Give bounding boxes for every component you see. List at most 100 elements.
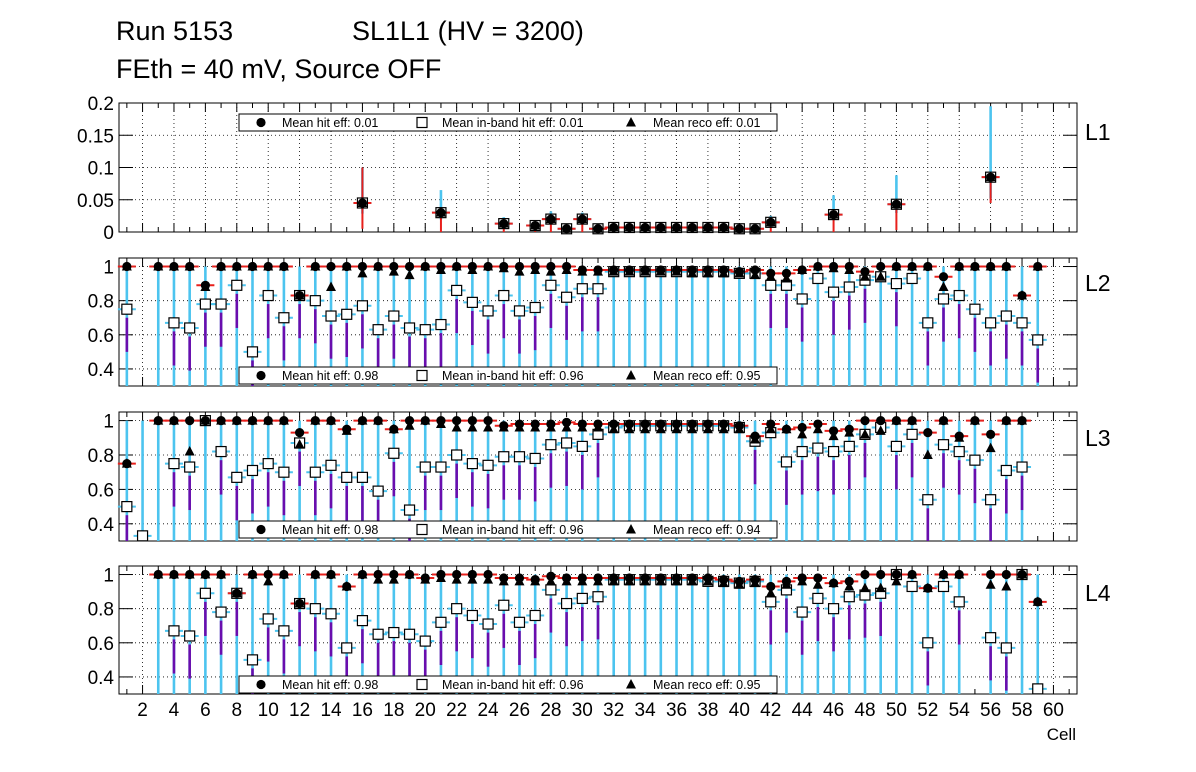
x-tick-label: 26 xyxy=(509,700,530,721)
reco-marker xyxy=(938,281,949,292)
x-tick-label: 50 xyxy=(886,700,907,721)
data-point xyxy=(573,573,592,694)
legend-hit-text: Mean hit eff: 0.98 xyxy=(282,678,378,692)
hit-marker xyxy=(703,573,713,583)
hit-marker xyxy=(593,224,603,234)
inband-marker xyxy=(576,440,588,452)
hit-marker xyxy=(844,261,854,272)
x-tick-label: 32 xyxy=(603,700,624,721)
hit-marker xyxy=(561,417,572,427)
hit-marker xyxy=(247,569,258,580)
x-tick-label: 38 xyxy=(697,700,718,721)
inband-marker xyxy=(796,293,808,305)
hit-marker xyxy=(153,569,163,580)
data-point xyxy=(683,419,702,541)
data-point xyxy=(981,106,1000,203)
inband-marker xyxy=(937,439,950,451)
data-point xyxy=(981,420,1000,541)
data-point xyxy=(840,574,859,694)
inband-marker xyxy=(231,279,243,291)
legend-reco-marker xyxy=(626,117,636,127)
inband-marker xyxy=(215,445,227,458)
hit-marker xyxy=(467,569,477,580)
hit-marker xyxy=(781,268,792,278)
inband-marker xyxy=(451,449,463,461)
hit-marker xyxy=(342,261,352,272)
data-point xyxy=(369,569,388,694)
data-point xyxy=(589,223,607,235)
inband-marker xyxy=(168,317,180,329)
hit-marker xyxy=(719,419,729,429)
data-point xyxy=(353,261,372,386)
data-point xyxy=(1013,415,1032,541)
hit-marker xyxy=(483,416,493,426)
data-point xyxy=(337,261,356,386)
inband-marker xyxy=(168,625,180,637)
inband-marker xyxy=(985,494,997,506)
inband-marker xyxy=(498,451,510,463)
inband-marker xyxy=(592,591,604,603)
inband-marker xyxy=(278,312,290,324)
hit-marker xyxy=(734,224,744,234)
hit-marker xyxy=(954,261,964,272)
inband-marker xyxy=(356,615,369,627)
hit-marker xyxy=(373,261,383,272)
hit-marker xyxy=(828,261,839,272)
inband-marker xyxy=(922,317,934,329)
hit-marker xyxy=(1033,597,1043,607)
data-point xyxy=(698,573,717,694)
reco-marker xyxy=(483,421,494,432)
inband-marker xyxy=(827,445,840,458)
data-point xyxy=(274,261,293,386)
inband-marker xyxy=(136,530,149,542)
hit-marker xyxy=(876,261,886,272)
hit-marker xyxy=(546,261,556,272)
data-point xyxy=(746,574,765,694)
hit-marker xyxy=(373,569,383,580)
data-point xyxy=(259,415,278,541)
hit-marker xyxy=(624,222,635,233)
data-point xyxy=(636,573,655,694)
legend-reco-text: Mean reco eff: 0.94 xyxy=(653,523,761,537)
superlayer-title: SL1L1 (HV = 3200) xyxy=(352,16,584,46)
data-point xyxy=(400,261,419,386)
hit-marker xyxy=(986,261,996,272)
data-point xyxy=(918,574,937,694)
data-point xyxy=(589,573,607,694)
hit-marker xyxy=(938,416,949,426)
hit-marker xyxy=(263,261,273,272)
y-tick-label: 1 xyxy=(103,412,114,433)
data-point xyxy=(557,223,576,235)
x-tick-label: 8 xyxy=(231,700,242,721)
hit-marker xyxy=(200,416,210,426)
data-point xyxy=(447,261,466,386)
data-point xyxy=(541,261,560,386)
data-point xyxy=(777,266,796,386)
hit-marker xyxy=(687,265,697,275)
hit-marker xyxy=(310,261,320,272)
reco-marker xyxy=(875,271,886,281)
hit-marker xyxy=(860,267,870,277)
inband-marker xyxy=(435,318,447,331)
y-tick-label: 1 xyxy=(103,566,114,587)
layer-label: L1 xyxy=(1085,119,1111,145)
layer-label: L3 xyxy=(1085,425,1111,451)
hit-marker xyxy=(719,575,729,585)
hit-marker xyxy=(750,265,760,275)
legend-reco-text: Mean reco eff: 0.01 xyxy=(653,116,761,130)
hit-marker xyxy=(624,419,635,429)
hit-marker xyxy=(185,569,195,580)
layer-label: L4 xyxy=(1085,580,1111,606)
inband-marker xyxy=(1000,464,1012,477)
inband-marker xyxy=(827,286,840,298)
y-tick-label: 0.05 xyxy=(77,191,114,212)
data-point xyxy=(1013,266,1032,386)
inband-marker xyxy=(341,308,353,320)
x-tick-label: 28 xyxy=(540,700,561,721)
data-point xyxy=(306,569,325,694)
inband-marker xyxy=(246,464,259,477)
reco-marker xyxy=(765,587,776,598)
inband-marker xyxy=(906,272,918,285)
hit-marker xyxy=(750,224,760,234)
x-tick-label: 16 xyxy=(352,700,373,721)
